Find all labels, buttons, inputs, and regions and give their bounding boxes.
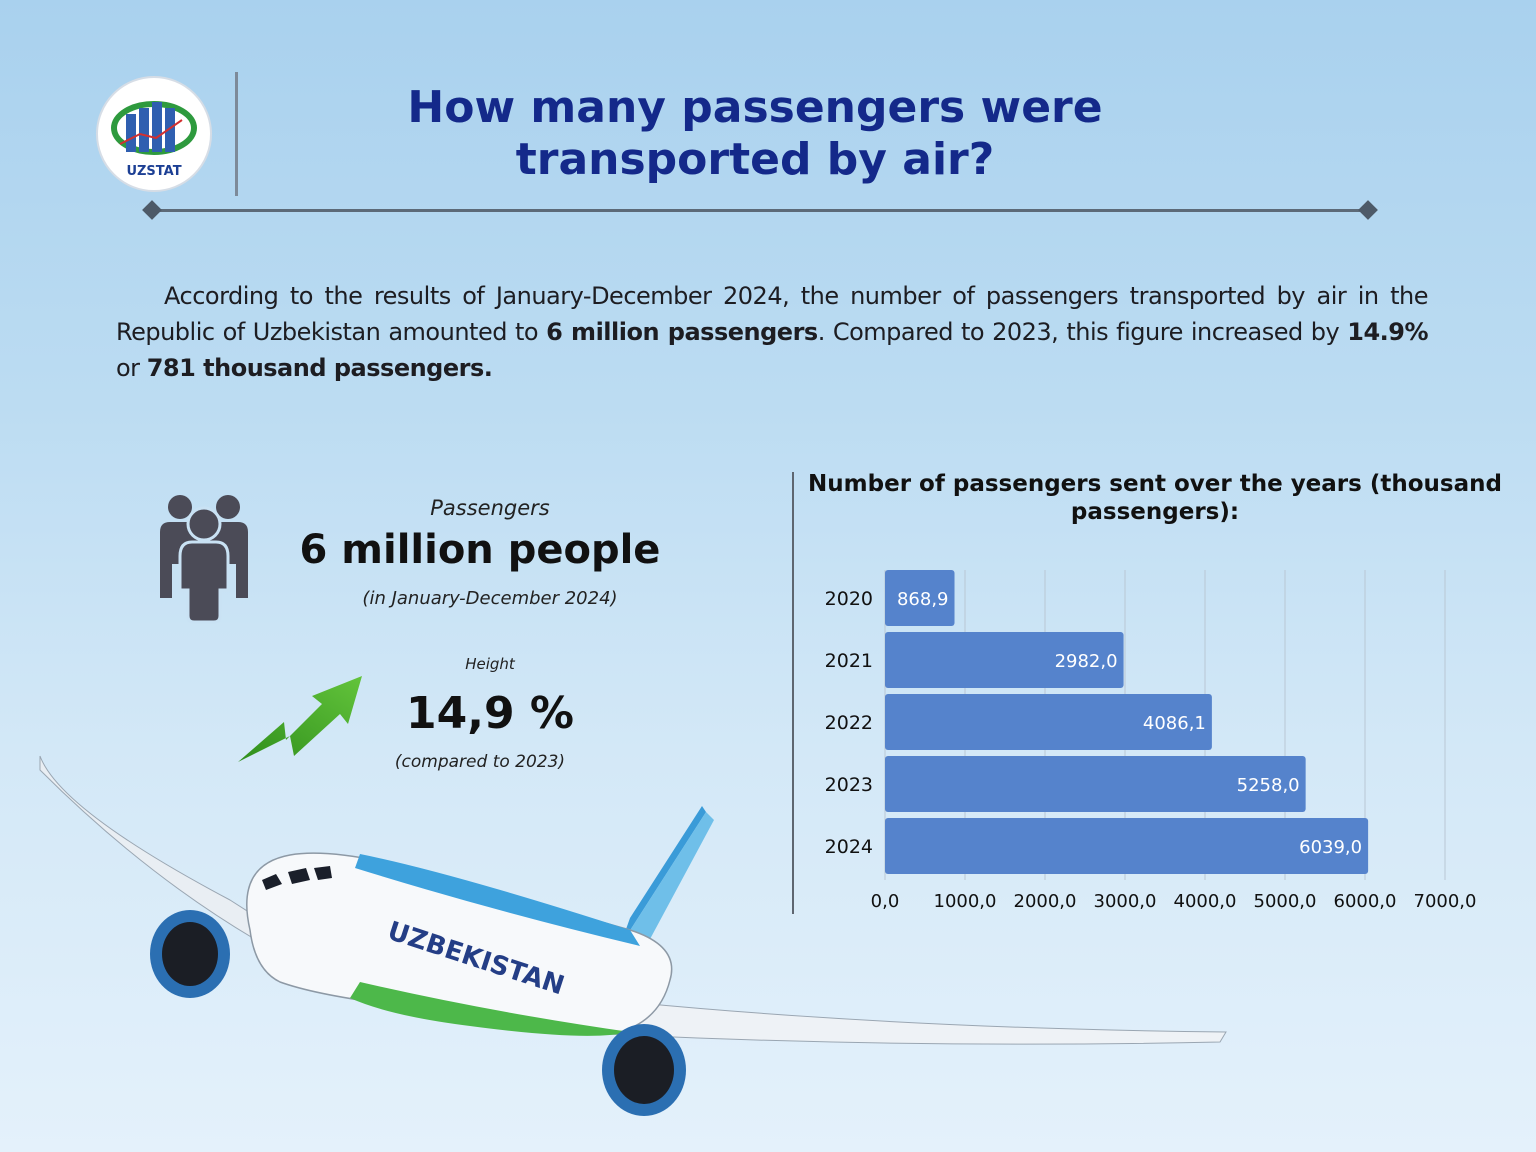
growth-arrow-icon [238,676,362,762]
uzstat-logo: UZSTAT [96,76,212,192]
growth-caption: Height [465,655,515,673]
x-tick-label: 7000,0 [1414,891,1477,910]
y-tick-label: 2024 [825,836,873,858]
intro-text-2: . Compared to 2023, this figure increase… [817,318,1348,346]
underline-left-diamond [142,200,162,220]
data-label: 6039,0 [1299,837,1362,858]
bar-2022 [885,694,1212,750]
y-tick-label: 2020 [825,588,873,610]
page-title: How many passengers were transported by … [407,82,1103,185]
intro-text-3: or [116,354,147,382]
data-label: 868,9 [897,589,949,610]
x-tick-label: 5000,0 [1254,891,1317,910]
intro-bold-increase: 781 thousand passengers. [146,354,493,382]
passengers-value: 6 million people [299,527,661,573]
intro-paragraph: According to the results of January-Dece… [116,278,1429,386]
growth-note: (compared to 2023) [394,752,566,772]
bar-2023 [885,756,1306,812]
people-icon [160,495,248,624]
airplane-illustration: UZBEKISTAN [39,755,1227,1116]
bar-2020 [885,570,955,626]
y-tick-label: 2021 [825,650,873,672]
intro-bold-total: 6 million passengers [546,318,818,346]
x-tick-label: 2000,0 [1014,891,1077,910]
passengers-period: (in January-December 2024) [362,588,618,609]
x-tick-label: 6000,0 [1334,891,1397,910]
logo-text: UZSTAT [126,164,182,179]
chart-divider [792,472,794,914]
logo-graphic-icon [111,101,197,155]
data-label: 4086,1 [1143,713,1206,734]
growth-value: 14,9 % [406,688,574,739]
bar-2024 [885,818,1369,874]
y-tick-label: 2023 [825,774,873,796]
title-underline [152,209,1368,212]
header-divider [235,72,238,196]
intro-bold-percent: 14.9% [1347,318,1429,346]
x-tick-label: 1000,0 [934,891,997,910]
passengers-caption: Passengers [430,496,550,520]
underline-right-diamond [1358,200,1378,220]
passenger-bar-chart: 0,0 1000,0 2000,0 3000,0 4000,0 5000,0 6000,0 7… [825,570,1477,910]
data-label: 5258,0 [1237,775,1300,796]
chart-title: Number of passengers sent over the years… [808,471,1502,525]
x-tick-label: 4000,0 [1174,891,1237,910]
x-tick-label: 0,0 [871,891,900,910]
data-label: 2982,0 [1055,651,1118,672]
y-tick-label: 2022 [825,712,873,734]
intro-text-1: According to the results of January-Dece… [116,282,1429,346]
bar-2021 [885,632,1124,688]
x-tick-label: 3000,0 [1094,891,1157,910]
